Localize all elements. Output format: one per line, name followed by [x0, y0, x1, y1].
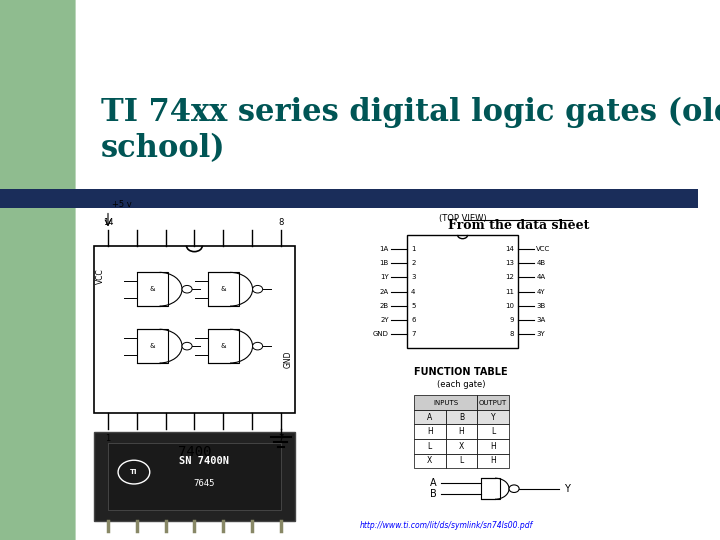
Text: VCC: VCC — [96, 268, 105, 284]
Text: 12: 12 — [505, 274, 514, 280]
Text: &: & — [150, 343, 156, 349]
Text: H: H — [490, 442, 496, 451]
Text: 7: 7 — [411, 331, 415, 337]
Text: &: & — [150, 286, 156, 292]
Bar — [446, 424, 477, 439]
Text: (each gate): (each gate) — [436, 380, 485, 389]
Text: 6: 6 — [411, 317, 415, 323]
Text: 4Y: 4Y — [536, 288, 545, 295]
Text: 7400: 7400 — [178, 446, 211, 460]
Text: 2: 2 — [411, 260, 415, 266]
Circle shape — [253, 342, 263, 350]
Text: 2B: 2B — [379, 303, 389, 309]
Bar — [137, 329, 168, 363]
Bar — [477, 424, 509, 439]
Bar — [94, 246, 295, 413]
Text: 1: 1 — [411, 246, 415, 252]
Circle shape — [509, 485, 519, 492]
Bar — [414, 424, 446, 439]
Text: H: H — [490, 456, 496, 465]
Text: 14: 14 — [103, 218, 113, 227]
Text: TI 74xx series digital logic gates (old
school): TI 74xx series digital logic gates (old … — [101, 97, 720, 164]
Text: INPUTS: INPUTS — [433, 400, 458, 406]
Text: 7645: 7645 — [194, 479, 215, 488]
Text: A: A — [427, 413, 433, 422]
Bar — [477, 410, 509, 424]
Bar — [477, 395, 509, 410]
Text: 3Y: 3Y — [536, 331, 545, 337]
Text: GND: GND — [284, 351, 292, 368]
Text: 8: 8 — [278, 218, 284, 227]
Text: B: B — [459, 413, 464, 422]
Text: X: X — [427, 456, 433, 465]
Text: L: L — [491, 427, 495, 436]
Text: 14: 14 — [505, 246, 514, 252]
Text: (TOP VIEW): (TOP VIEW) — [438, 214, 487, 223]
Circle shape — [182, 286, 192, 293]
Text: 1: 1 — [105, 434, 111, 443]
Bar — [414, 439, 446, 454]
Text: 1B: 1B — [379, 260, 389, 266]
Text: 8: 8 — [510, 331, 514, 337]
Text: +5 v: +5 v — [112, 200, 131, 209]
Text: X: X — [459, 442, 464, 451]
Bar — [207, 329, 239, 363]
Text: L: L — [428, 442, 432, 451]
Text: 3B: 3B — [536, 303, 546, 309]
Bar — [477, 439, 509, 454]
Bar — [414, 454, 446, 468]
Text: 1Y: 1Y — [380, 274, 389, 280]
Bar — [414, 410, 446, 424]
Text: GND: GND — [373, 331, 389, 337]
Bar — [446, 410, 477, 424]
Text: 7: 7 — [278, 434, 284, 443]
Text: H: H — [427, 427, 433, 436]
Text: 4B: 4B — [536, 260, 546, 266]
Text: 13: 13 — [505, 260, 514, 266]
Bar — [446, 439, 477, 454]
Text: Y: Y — [564, 484, 570, 494]
Text: A: A — [430, 478, 436, 489]
Text: FUNCTION TABLE: FUNCTION TABLE — [414, 367, 508, 377]
Bar — [477, 454, 509, 468]
Circle shape — [253, 286, 263, 293]
Bar — [137, 272, 168, 306]
FancyBboxPatch shape — [76, 0, 720, 540]
Text: 11: 11 — [505, 288, 514, 295]
Text: B: B — [430, 489, 436, 499]
Text: 5: 5 — [411, 303, 415, 309]
Text: L: L — [459, 456, 464, 465]
Bar — [414, 395, 477, 410]
Text: &: & — [220, 343, 226, 349]
Text: OUTPUT: OUTPUT — [479, 400, 508, 406]
Bar — [207, 272, 239, 306]
Text: TI: TI — [130, 469, 138, 475]
Text: 3A: 3A — [536, 317, 546, 323]
Text: 4: 4 — [411, 288, 415, 295]
Bar — [407, 235, 518, 348]
Bar — [108, 443, 281, 510]
Text: H: H — [459, 427, 464, 436]
Bar — [0, 189, 698, 208]
Circle shape — [182, 342, 192, 350]
Bar — [446, 454, 477, 468]
Text: 2Y: 2Y — [380, 317, 389, 323]
Bar — [94, 432, 295, 521]
Text: SN 7400N: SN 7400N — [179, 456, 230, 465]
Text: From the data sheet: From the data sheet — [448, 219, 589, 232]
Text: VCC: VCC — [536, 246, 551, 252]
Text: 4A: 4A — [536, 274, 546, 280]
Bar — [481, 478, 500, 499]
Text: 1A: 1A — [379, 246, 389, 252]
Text: 9: 9 — [510, 317, 514, 323]
Text: 10: 10 — [505, 303, 514, 309]
Text: http://www.ti.com/lit/ds/symlink/sn74ls00.pdf: http://www.ti.com/lit/ds/symlink/sn74ls0… — [360, 521, 533, 530]
Text: 2A: 2A — [379, 288, 389, 295]
Text: Y: Y — [491, 413, 495, 422]
Text: 3: 3 — [411, 274, 415, 280]
Text: &: & — [220, 286, 226, 292]
